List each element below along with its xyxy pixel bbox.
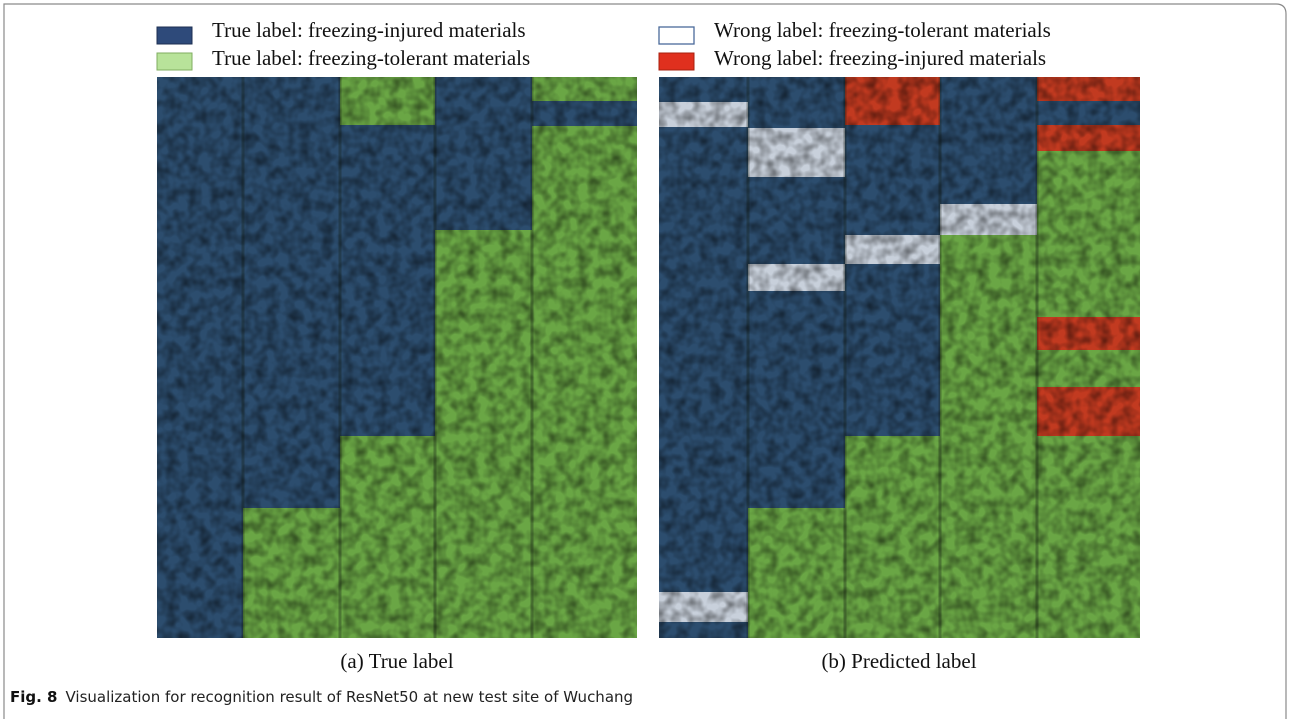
legend-label: True label: freezing-tolerant materials xyxy=(212,46,530,70)
figure-page: True label: freezing-injured materials T… xyxy=(0,0,1290,719)
panel-predicted-label xyxy=(659,77,1140,638)
leaf-texture xyxy=(157,77,637,638)
panel-caption: (b) Predicted label xyxy=(821,649,976,673)
leaf-texture xyxy=(659,77,1140,638)
legend-swatch xyxy=(659,27,694,44)
panel-caption: (a) True label xyxy=(340,649,453,673)
legend-label: Wrong label: freezing-tolerant materials xyxy=(714,18,1051,42)
legend-label: Wrong label: freezing-injured materials xyxy=(714,46,1046,70)
figure-number: Fig. 8 xyxy=(10,688,57,706)
legend-swatch xyxy=(157,27,192,44)
panel-true-label xyxy=(157,77,637,638)
legend-label: True label: freezing-injured materials xyxy=(212,18,526,42)
figure-caption-text: Visualization for recognition result of … xyxy=(65,688,633,706)
figure: True label: freezing-injured materials T… xyxy=(0,0,1290,719)
figure-caption: Fig. 8 Visualization for recognition resu… xyxy=(10,688,633,706)
legend-swatch xyxy=(157,53,192,70)
legend-swatch xyxy=(659,53,694,70)
